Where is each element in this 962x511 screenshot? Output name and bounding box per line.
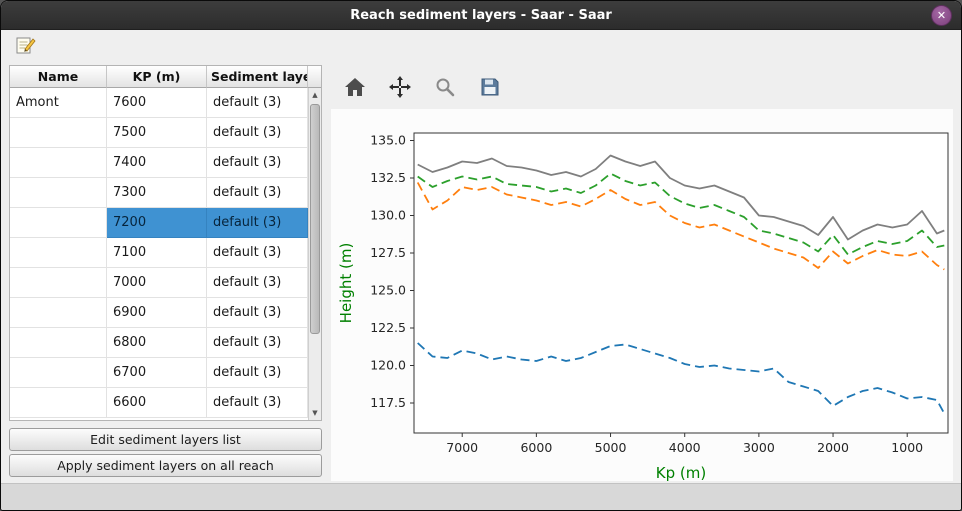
apply-sediment-layers-button[interactable]: Apply sediment layers on all reach — [9, 454, 322, 477]
cell-layers[interactable]: default (3) — [207, 268, 308, 298]
cell-name[interactable] — [10, 388, 107, 418]
cell-name[interactable] — [10, 268, 107, 298]
x-tick-label: 7000 — [446, 440, 478, 455]
column-header-kp[interactable]: KP (m) — [107, 66, 207, 88]
figure-canvas[interactable]: 7000 6000 5000 4000 3000 2000 1000 117.5 120.0 12… — [331, 109, 953, 482]
scroll-up-icon[interactable]: ▲ — [312, 91, 318, 99]
y-tick-label: 117.5 — [370, 395, 406, 410]
table-row[interactable]: 6700 default (3) — [10, 358, 308, 388]
scroll-down-icon[interactable]: ▼ — [312, 409, 318, 417]
status-bar — [1, 483, 961, 510]
titlebar[interactable]: Reach sediment layers - Saar - Saar ✕ — [1, 1, 961, 30]
y-tick-label: 120.0 — [370, 358, 406, 373]
cell-kp[interactable]: 7000 — [107, 268, 207, 298]
x-tick-label: 2000 — [817, 440, 849, 455]
zoom-button[interactable] — [429, 73, 461, 103]
home-icon — [343, 78, 367, 102]
cell-layers[interactable]: default (3) — [207, 358, 308, 388]
table-row[interactable]: 7500 default (3) — [10, 118, 308, 148]
scrollbar-thumb[interactable] — [310, 104, 320, 334]
cell-kp[interactable]: 7500 — [107, 118, 207, 148]
cell-layers[interactable]: default (3) — [207, 148, 308, 178]
pan-button[interactable] — [384, 73, 416, 103]
table-row[interactable]: 7200 default (3) — [10, 208, 308, 238]
top-toolbar — [1, 31, 961, 61]
home-button[interactable] — [339, 73, 371, 103]
cell-name[interactable] — [10, 238, 107, 268]
cell-layers[interactable]: default (3) — [207, 118, 308, 148]
chart: 7000 6000 5000 4000 3000 2000 1000 117.5 120.0 12… — [337, 132, 949, 482]
y-tick-label: 122.5 — [370, 320, 406, 335]
table-row[interactable]: 7300 default (3) — [10, 178, 308, 208]
cell-kp[interactable]: 6900 — [107, 298, 207, 328]
y-axis-label: Height (m) — [337, 243, 355, 324]
x-tick-label: 4000 — [669, 440, 701, 455]
cell-kp[interactable]: 7100 — [107, 238, 207, 268]
cell-kp[interactable]: 7300 — [107, 178, 207, 208]
save-icon — [478, 78, 502, 102]
series-3-orange — [416, 182, 945, 271]
cell-kp[interactable]: 7600 — [107, 88, 207, 118]
table-row[interactable]: 6600 default (3) — [10, 388, 308, 418]
x-tick-label: 6000 — [520, 440, 552, 455]
x-tick-label: 5000 — [595, 440, 627, 455]
cell-kp[interactable]: 7400 — [107, 148, 207, 178]
cell-name[interactable] — [10, 178, 107, 208]
x-tick-label: 3000 — [743, 440, 775, 455]
cell-kp[interactable]: 6700 — [107, 358, 207, 388]
edit-button[interactable] — [13, 34, 39, 58]
cell-layers[interactable]: default (3) — [207, 178, 308, 208]
cell-name[interactable] — [10, 328, 107, 358]
cell-kp[interactable]: 6600 — [107, 388, 207, 418]
cell-kp[interactable]: 6800 — [107, 328, 207, 358]
column-header-layers[interactable]: Sediment layers — [207, 66, 308, 88]
edit-icon — [15, 37, 37, 58]
table-body: Amont 7600 default (3) 7500 default (3) … — [10, 88, 308, 418]
y-tick-label: 135.0 — [370, 133, 406, 148]
series-4-blue — [417, 342, 946, 414]
column-header-name[interactable]: Name — [10, 66, 107, 88]
table-row[interactable]: 6900 default (3) — [10, 298, 308, 328]
pan-icon — [388, 76, 412, 102]
cell-layers[interactable]: default (3) — [207, 328, 308, 358]
save-button[interactable] — [474, 73, 506, 103]
cell-name[interactable]: Amont — [10, 88, 107, 118]
cell-kp[interactable]: 7200 — [107, 208, 207, 238]
cell-layers[interactable]: default (3) — [207, 298, 308, 328]
edit-sediment-layers-button[interactable]: Edit sediment layers list — [9, 428, 322, 451]
table-row[interactable]: 7100 default (3) — [10, 238, 308, 268]
table-row[interactable]: 6800 default (3) — [10, 328, 308, 358]
cell-name[interactable] — [10, 118, 107, 148]
table-row[interactable]: Amont 7600 default (3) — [10, 88, 308, 118]
y-tick-label: 132.5 — [370, 170, 406, 185]
y-tick-label: 130.0 — [370, 208, 406, 223]
table-header: Name KP (m) Sediment layers — [10, 66, 321, 88]
zoom-icon — [433, 78, 457, 102]
cell-layers[interactable]: default (3) — [207, 208, 308, 238]
cell-name[interactable] — [10, 148, 107, 178]
x-axis-label: Kp (m) — [656, 464, 706, 481]
y-tick-label: 127.5 — [370, 245, 406, 260]
close-button[interactable]: ✕ — [931, 5, 952, 26]
close-icon: ✕ — [936, 9, 947, 22]
table-row[interactable]: 7400 default (3) — [10, 148, 308, 178]
vertical-scrollbar[interactable]: ▲ ▼ — [308, 88, 321, 420]
cell-layers[interactable]: default (3) — [207, 88, 308, 118]
cell-name[interactable] — [10, 208, 107, 238]
column-header-spacer — [308, 66, 321, 88]
y-tick-label: 125.0 — [370, 283, 406, 298]
window-title: Reach sediment layers - Saar - Saar — [350, 8, 612, 23]
table-row[interactable]: 7000 default (3) — [10, 268, 308, 298]
x-tick-label: 1000 — [891, 440, 923, 455]
plot-toolbar — [339, 73, 506, 103]
sediment-table: Name KP (m) Sediment layers Amont 7600 d… — [9, 65, 322, 421]
cell-name[interactable] — [10, 298, 107, 328]
cell-name[interactable] — [10, 358, 107, 388]
cell-layers[interactable]: default (3) — [207, 238, 308, 268]
cell-layers[interactable]: default (3) — [207, 388, 308, 418]
plot-area[interactable] — [413, 132, 949, 434]
series-1-top — [417, 154, 945, 241]
